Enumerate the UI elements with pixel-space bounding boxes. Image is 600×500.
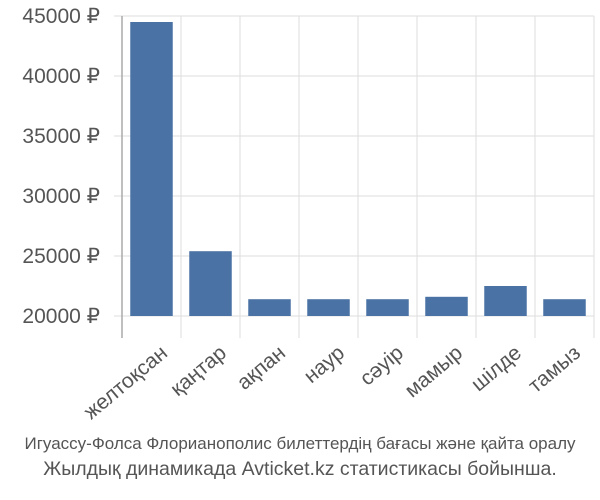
bar-6: [425, 296, 468, 316]
caption-line-2: Жылдық динамикада Avticket.kz статистика…: [43, 458, 557, 480]
y-tick-label: 30000 ₽: [22, 185, 100, 208]
caption-line-1: Игуассу-Фолса Флорианополис билеттердің …: [24, 434, 576, 453]
y-tick-label: 20000 ₽: [22, 305, 100, 328]
y-tick-label: 45000 ₽: [22, 5, 100, 28]
bar-8: [543, 299, 586, 316]
bar-4: [307, 299, 350, 316]
x-tick-label: наур: [300, 341, 349, 388]
x-tick-label: шілде: [467, 341, 526, 396]
x-tick-label: мамыр: [401, 341, 467, 402]
x-tick-label: желтоқсан: [80, 341, 172, 424]
y-tick-label: 40000 ₽: [22, 65, 100, 88]
bar-1: [130, 22, 173, 316]
bars: [130, 22, 586, 316]
x-tick-label: сәуір: [356, 341, 408, 390]
x-tick-label: ақпан: [233, 341, 290, 394]
x-tick-label: қаңтар: [166, 341, 231, 401]
bar-chart: 20000 ₽ 25000 ₽ 30000 ₽ 35000 ₽ 40000 ₽ 45000…: [22, 5, 595, 424]
bar-3: [248, 299, 291, 316]
x-tick-label: тамыз: [524, 341, 585, 397]
grid-lines: [114, 15, 595, 338]
y-tick-label: 25000 ₽: [22, 245, 100, 268]
bar-7: [484, 286, 527, 316]
bar-5: [366, 299, 409, 316]
y-tick-labels: 20000 ₽ 25000 ₽ 30000 ₽ 35000 ₽ 40000 ₽ 45000…: [22, 5, 100, 328]
bar-2: [189, 251, 232, 316]
y-tick-label: 35000 ₽: [22, 125, 100, 148]
